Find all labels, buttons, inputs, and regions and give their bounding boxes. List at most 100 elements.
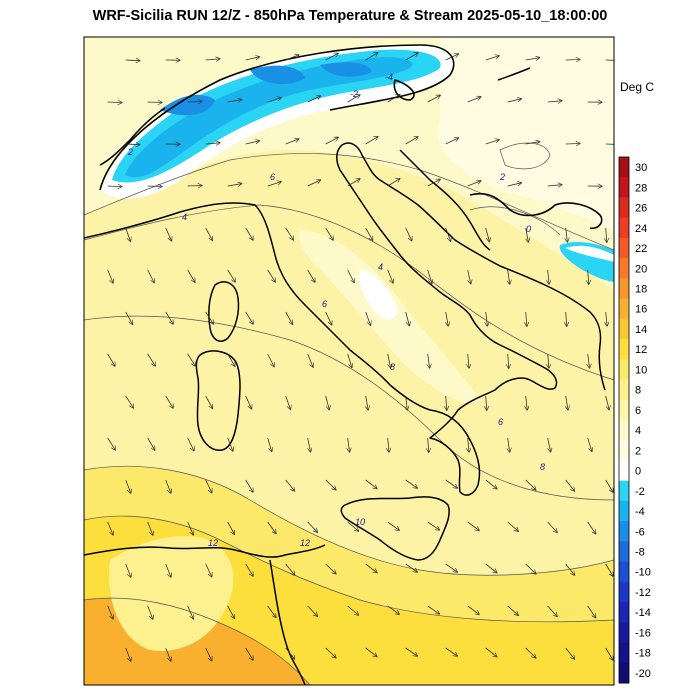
stream-arrow bbox=[387, 179, 400, 187]
stream-arrow bbox=[427, 521, 440, 530]
stream-arrow bbox=[566, 311, 567, 326]
stream-arrow bbox=[547, 101, 562, 102]
stream-arrow bbox=[348, 437, 350, 452]
stream-arrow bbox=[565, 479, 575, 491]
colorbar-tick-label: -8 bbox=[635, 547, 645, 559]
stream-arrow bbox=[508, 353, 509, 368]
stream-arrow bbox=[365, 53, 378, 61]
temperature-band-apennine-peak bbox=[358, 270, 398, 320]
colorbar-tick-label: 0 bbox=[635, 466, 641, 478]
stream-arrow bbox=[125, 311, 133, 324]
stream-arrow bbox=[566, 227, 568, 242]
colorbar-tick-label: 26 bbox=[635, 203, 647, 215]
stream-arrow bbox=[467, 97, 481, 103]
colorbar-swatch bbox=[619, 642, 629, 664]
stream-arrow bbox=[325, 227, 333, 240]
contour-label-6-tuscany: 6 bbox=[322, 299, 327, 309]
stream-arrow bbox=[245, 647, 253, 660]
stream-arrow bbox=[165, 227, 172, 241]
stream-arrow bbox=[365, 647, 377, 657]
contour-label-2-balkan: 2 bbox=[499, 172, 505, 182]
stream-arrow bbox=[325, 479, 336, 490]
colorbar-swatch bbox=[619, 480, 629, 502]
stream-arrow bbox=[405, 479, 417, 488]
stream-arrow bbox=[147, 521, 153, 535]
stream-arrow bbox=[468, 437, 469, 452]
stream-arrow bbox=[548, 269, 549, 284]
stream-arrow bbox=[427, 269, 432, 283]
colorbar-swatch bbox=[619, 318, 629, 340]
stream-arrow bbox=[507, 605, 518, 615]
stream-arrow bbox=[285, 227, 294, 240]
colorbar-swatch bbox=[619, 298, 629, 320]
colorbar-tick-label: 2 bbox=[635, 445, 641, 457]
contour-label-8-ionian: 8 bbox=[540, 462, 545, 472]
stream-arrow bbox=[307, 180, 321, 187]
stream-arrow bbox=[405, 563, 417, 572]
stream-arrow bbox=[267, 98, 281, 103]
colorbar-tick-label: -14 bbox=[635, 607, 651, 619]
stream-arrow bbox=[205, 563, 212, 577]
stream-arrow bbox=[605, 647, 613, 660]
stream-arrow bbox=[445, 479, 457, 488]
stream-arrow bbox=[147, 437, 155, 450]
contour-label-6-calabria: 6 bbox=[498, 417, 503, 427]
stream-arrow bbox=[566, 395, 568, 410]
stream-arrow bbox=[147, 102, 162, 103]
stream-arrow bbox=[365, 479, 377, 489]
contour-label-12-east: 12 bbox=[300, 538, 310, 548]
stream-arrow bbox=[125, 227, 131, 241]
stream-arrow bbox=[245, 57, 260, 61]
colorbar-tick-label: 24 bbox=[635, 223, 647, 235]
stream-arrow bbox=[525, 142, 540, 144]
stream-arrow bbox=[485, 647, 497, 657]
stream-arrow bbox=[467, 181, 481, 187]
stream-arrow bbox=[525, 58, 540, 60]
colorbar-tick-label: -10 bbox=[635, 567, 651, 579]
stream-arrow bbox=[107, 353, 115, 366]
stream-arrow bbox=[227, 605, 235, 618]
stream-arrow bbox=[467, 521, 479, 530]
stream-arrow bbox=[245, 227, 253, 240]
stream-arrow bbox=[187, 102, 202, 103]
stream-arrow bbox=[125, 60, 140, 61]
stream-arrow bbox=[507, 521, 518, 531]
stream-arrow bbox=[125, 144, 140, 145]
contour-label-minus2-alps: -2 bbox=[350, 89, 358, 99]
map-title: WRF-Sicilia RUN 12/Z - 850hPa Temperatur… bbox=[92, 8, 608, 24]
stream-arrow bbox=[485, 140, 499, 145]
stream-arrow bbox=[347, 521, 359, 531]
stream-arrow bbox=[187, 186, 202, 187]
stream-arrow bbox=[227, 353, 235, 366]
stream-arrow bbox=[387, 95, 400, 103]
stream-arrow bbox=[445, 54, 459, 61]
colorbar-swatch bbox=[619, 521, 629, 542]
stream-arrow bbox=[125, 479, 131, 493]
stream-arrow bbox=[485, 56, 499, 61]
stream-arrows bbox=[107, 53, 614, 661]
colorbar-swatch bbox=[619, 561, 629, 583]
stream-arrow bbox=[486, 311, 488, 326]
colorbar-tick-label: -20 bbox=[635, 668, 651, 680]
colorbar-swatch bbox=[619, 500, 629, 522]
stream-arrow bbox=[285, 479, 295, 491]
map-area[interactable]: 2 4 6 8 12 12 -2 -4 2 0 6 8 10 4 6 bbox=[84, 37, 620, 685]
stream-arrow bbox=[485, 563, 497, 573]
stream-arrow bbox=[147, 353, 155, 366]
map-frame bbox=[83, 36, 615, 686]
stream-arrow bbox=[428, 353, 430, 368]
colorbar-swatch bbox=[619, 420, 629, 441]
colorbar-tick-label: -4 bbox=[635, 506, 645, 518]
colorbar-swatch bbox=[619, 177, 629, 198]
stream-arrow bbox=[605, 143, 614, 145]
stream-arrow bbox=[165, 647, 171, 661]
stream-arrow bbox=[187, 437, 194, 451]
stream-arrow bbox=[427, 179, 440, 187]
stream-arrow bbox=[187, 605, 194, 619]
stream-arrow bbox=[588, 269, 589, 284]
stream-arrow bbox=[107, 186, 122, 187]
stream-arrow bbox=[147, 605, 153, 619]
stream-arrow bbox=[507, 183, 522, 187]
stream-arrow bbox=[526, 227, 529, 242]
stream-arrow bbox=[548, 353, 549, 368]
